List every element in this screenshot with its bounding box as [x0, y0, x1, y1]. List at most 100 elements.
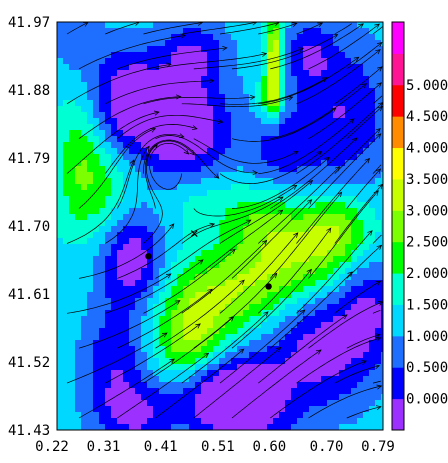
heatmap-cell [273, 28, 280, 35]
heatmap-cell [273, 34, 280, 41]
heatmap-cell [243, 76, 250, 83]
heatmap-cell [285, 424, 292, 430]
heatmap-cell [345, 136, 352, 143]
heatmap-cell [69, 160, 76, 167]
heatmap-cell [255, 388, 262, 395]
heatmap-cell [225, 304, 232, 311]
heatmap-cell [165, 268, 172, 275]
heatmap-cell [201, 250, 208, 257]
heatmap-cell [81, 292, 88, 299]
heatmap-cell [225, 94, 232, 101]
heatmap-cell [57, 184, 64, 191]
heatmap-cell [381, 106, 383, 113]
heatmap-cell [339, 52, 346, 59]
heatmap-cell [273, 190, 280, 197]
heatmap-cell [141, 412, 148, 419]
heatmap-cell [237, 58, 244, 65]
streamline-arrow [189, 149, 195, 156]
heatmap-cell [63, 130, 70, 137]
heatmap-cell [279, 136, 286, 143]
heatmap-cell [171, 154, 178, 161]
heatmap-cell [357, 238, 364, 245]
heatmap-cell [249, 172, 256, 179]
heatmap-cell [297, 76, 304, 83]
heatmap-cell [303, 292, 310, 299]
heatmap-cell [297, 100, 304, 107]
heatmap-cell [123, 154, 130, 161]
heatmap-cell [75, 214, 82, 221]
heatmap-cell [219, 256, 226, 263]
heatmap-cell [291, 100, 298, 107]
heatmap-cell [195, 130, 202, 137]
heatmap-cell [381, 268, 383, 275]
heatmap-cell [315, 232, 322, 239]
heatmap-cell [135, 220, 142, 227]
heatmap-cell [219, 190, 226, 197]
heatmap-cell [99, 106, 106, 113]
heatmap-cell [291, 46, 298, 53]
streamline-arrow [334, 166, 341, 172]
streamline [105, 80, 214, 105]
heatmap-cell [279, 364, 286, 371]
heatmap-cell [141, 214, 148, 221]
heatmap-cell [339, 250, 346, 257]
heatmap-cell [273, 256, 280, 263]
heatmap-cell [237, 94, 244, 101]
heatmap-cell [363, 40, 370, 47]
heatmap-cell [195, 268, 202, 275]
heatmap-cell [363, 76, 370, 83]
heatmap-cell [267, 226, 274, 233]
heatmap-cell [339, 100, 346, 107]
heatmap-cell [333, 214, 340, 221]
heatmap-cell [201, 382, 208, 389]
heatmap-cell [267, 244, 274, 251]
heatmap-cell [195, 364, 202, 371]
streamline [308, 133, 382, 209]
heatmap-cell [171, 64, 178, 71]
heatmap-cell [375, 142, 382, 149]
heatmap-cell [129, 142, 136, 149]
colorbar-label: 2.500 [406, 235, 448, 251]
heatmap-cell [357, 34, 364, 41]
heatmap-cell [381, 46, 383, 53]
heatmap-cell [57, 286, 64, 293]
heatmap-cell [153, 82, 160, 89]
heatmap-cell [123, 160, 130, 167]
heatmap-cell [165, 76, 172, 83]
heatmap-cell [363, 58, 370, 65]
heatmap-cell [369, 346, 376, 353]
heatmap-cell [309, 244, 316, 251]
heatmap-cell [357, 190, 364, 197]
heatmap-cell [369, 130, 376, 137]
streamline-arrow [180, 33, 186, 39]
heatmap-cell [63, 142, 70, 149]
heatmap-cell [237, 160, 244, 167]
heatmap-cell [225, 376, 232, 383]
heatmap-cell [219, 310, 226, 317]
heatmap-cell [87, 364, 94, 371]
heatmap-cell [237, 280, 244, 287]
heatmap-cell [291, 154, 298, 161]
heatmap-cell [183, 328, 190, 335]
heatmap-cell [63, 304, 70, 311]
heatmap-cell [327, 400, 334, 407]
heatmap-cell [75, 196, 82, 203]
heatmap-cell [363, 334, 370, 341]
heatmap-cell [99, 160, 106, 167]
heatmap-cell [135, 58, 142, 65]
heatmap-cell [63, 424, 70, 430]
heatmap-cell [333, 52, 340, 59]
streamline-arrow [315, 349, 322, 355]
heatmap-cell [129, 172, 136, 179]
heatmap-cell [339, 364, 346, 371]
heatmap-cell [327, 388, 334, 395]
heatmap-cell [123, 364, 130, 371]
heatmap-cell [135, 118, 142, 125]
heatmap-cell [87, 82, 94, 89]
heatmap-cell [105, 340, 112, 347]
heatmap-cell [57, 28, 64, 35]
heatmap-cell [309, 322, 316, 329]
heatmap-cell [273, 394, 280, 401]
heatmap-cell [249, 166, 256, 173]
heatmap-cell [195, 40, 202, 47]
